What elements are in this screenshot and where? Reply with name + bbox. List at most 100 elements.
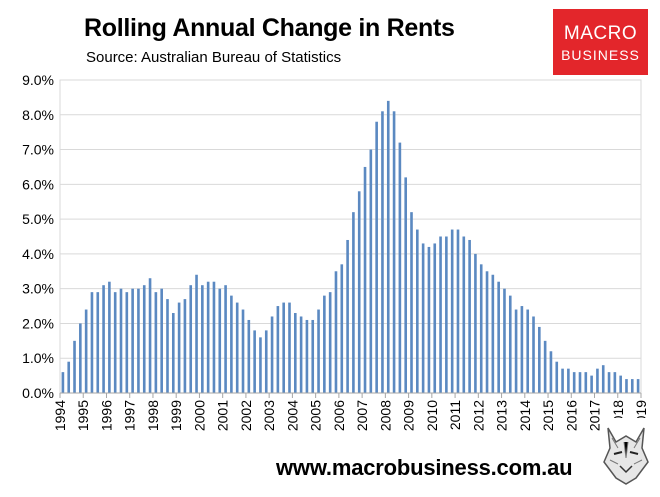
x-tick-label: 2017 xyxy=(587,400,603,431)
bar xyxy=(282,302,285,393)
x-tick-label: 2015 xyxy=(540,400,556,431)
bar xyxy=(549,351,553,393)
bar xyxy=(485,271,489,393)
bar xyxy=(346,239,349,393)
bar xyxy=(125,292,129,393)
bar xyxy=(102,285,105,393)
y-tick-label: 5.0% xyxy=(22,211,54,227)
bar xyxy=(73,340,76,393)
bar xyxy=(108,281,111,393)
footer-url[interactable]: www.macrobusiness.com.au xyxy=(276,455,573,480)
bar xyxy=(578,372,582,393)
bar xyxy=(572,372,576,393)
macrobusiness-logo[interactable]: MACRO BUSINESS xyxy=(553,9,648,75)
x-tick-label: 2010 xyxy=(424,400,440,431)
bar xyxy=(520,306,524,393)
bar xyxy=(375,121,378,393)
bar xyxy=(526,309,530,393)
bar xyxy=(508,295,512,393)
y-tick-label: 6.0% xyxy=(22,176,54,192)
x-tick-label: 1997 xyxy=(122,400,138,431)
bar xyxy=(352,212,355,393)
x-tick-label: 2013 xyxy=(494,400,510,431)
x-tick-label: 2006 xyxy=(331,400,347,431)
x-tick-label: 1995 xyxy=(75,400,91,431)
bar xyxy=(67,361,71,393)
bar xyxy=(567,368,570,393)
bar xyxy=(450,229,454,393)
chart-title: Rolling Annual Change in Rents xyxy=(84,14,455,42)
bar xyxy=(323,295,326,393)
bar xyxy=(561,368,564,393)
bar xyxy=(131,288,134,393)
bar xyxy=(445,236,448,393)
bar xyxy=(84,309,88,393)
x-tick-label: 2008 xyxy=(377,400,393,431)
bar xyxy=(137,288,140,393)
bar xyxy=(363,166,367,393)
bar xyxy=(61,372,65,393)
bar xyxy=(636,379,640,393)
bar xyxy=(154,292,158,393)
y-tick-label: 2.0% xyxy=(22,315,54,331)
bar xyxy=(416,229,419,393)
bar xyxy=(79,323,82,393)
bar xyxy=(630,379,634,393)
bar xyxy=(270,316,274,393)
wolf-mascot-icon xyxy=(600,418,652,488)
bar xyxy=(206,281,210,393)
bar xyxy=(491,274,495,393)
bar xyxy=(421,243,425,393)
x-tick-label: 1994 xyxy=(52,400,68,431)
bar xyxy=(357,191,361,393)
bar xyxy=(148,278,152,393)
bar xyxy=(590,375,593,393)
bar xyxy=(247,319,251,393)
bar xyxy=(119,288,123,393)
bar xyxy=(392,111,396,394)
bar xyxy=(538,326,541,393)
bar xyxy=(404,177,408,393)
chart-subtitle: Source: Australian Bureau of Statistics xyxy=(86,49,342,66)
x-tick-label: 1998 xyxy=(145,400,161,431)
bar xyxy=(474,253,477,393)
bar xyxy=(543,340,547,393)
bar xyxy=(433,243,437,393)
x-tick-label: 2014 xyxy=(517,400,533,431)
bar xyxy=(584,372,588,393)
bar xyxy=(253,330,256,393)
x-tick-label: 2009 xyxy=(401,400,417,431)
bar xyxy=(386,100,390,393)
bar xyxy=(340,264,344,393)
bar xyxy=(398,142,402,393)
bar xyxy=(514,309,518,393)
bar xyxy=(317,309,320,393)
bar xyxy=(299,316,303,393)
bar xyxy=(293,313,297,393)
bar xyxy=(410,212,413,393)
y-tick-label: 7.0% xyxy=(22,142,54,158)
bar xyxy=(230,295,233,393)
bar xyxy=(264,330,268,393)
bar xyxy=(142,285,146,393)
x-tick-label: 2002 xyxy=(238,400,254,431)
bar xyxy=(259,337,262,393)
bar xyxy=(113,292,117,393)
bar xyxy=(625,379,628,393)
bar xyxy=(212,281,216,393)
bar xyxy=(462,236,466,393)
x-tick-label: 2007 xyxy=(354,400,370,431)
bar xyxy=(497,281,500,393)
bar xyxy=(177,302,181,393)
logo-line-2: BUSINESS xyxy=(561,47,640,63)
y-tick-label: 0.0% xyxy=(22,385,54,401)
bar xyxy=(479,264,483,393)
bar xyxy=(456,229,460,393)
bar xyxy=(90,292,94,393)
x-tick-label: 2005 xyxy=(308,400,324,431)
x-tick-label: 1996 xyxy=(98,400,114,431)
bar xyxy=(305,319,309,393)
logo-line-1: MACRO xyxy=(563,23,638,44)
x-tick-label: 2004 xyxy=(284,400,300,431)
